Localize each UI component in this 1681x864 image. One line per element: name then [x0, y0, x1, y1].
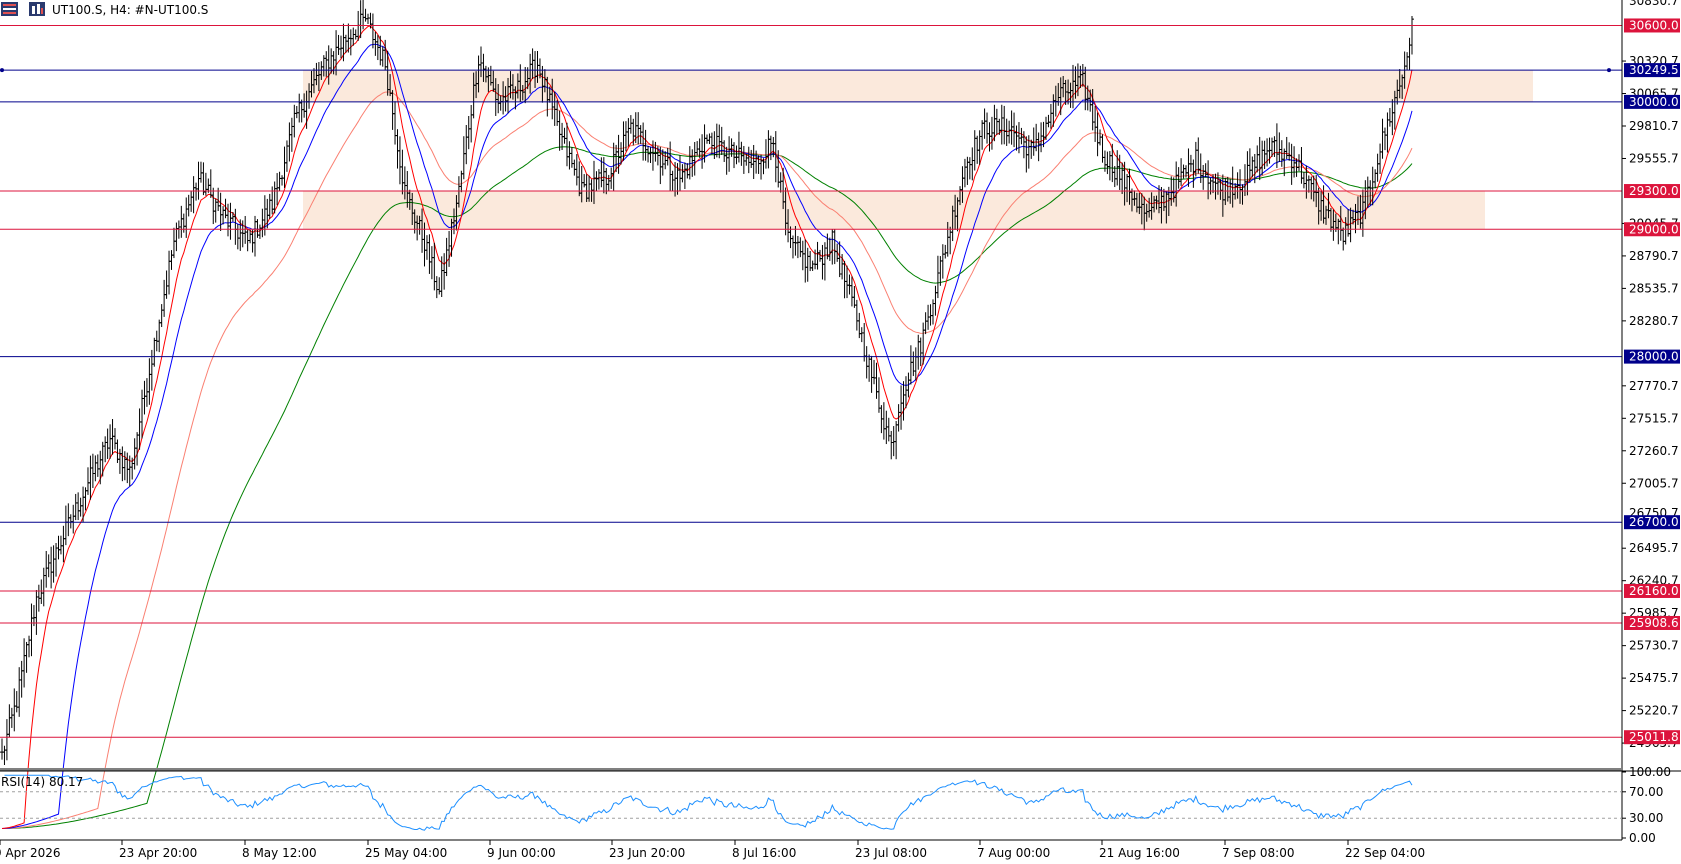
rsi-axis: 100.00 70.00 30.00 0.00 [1622, 765, 1671, 845]
level-tag-label: 26700.0 [1629, 515, 1679, 529]
price-tick-label: 27515.7 [1629, 411, 1679, 425]
time-tick-label: 8 May 12:00 [242, 846, 317, 860]
price-tick-label: 28790.7 [1629, 249, 1679, 263]
level-tag-label: 29000.0 [1629, 222, 1679, 236]
rsi-tick-label: 0.00 [1629, 831, 1656, 845]
price-tick-label: 25475.7 [1629, 671, 1679, 685]
rsi-tick-label: 100.00 [1629, 765, 1671, 779]
level-tag-label: 29300.0 [1629, 184, 1679, 198]
subwindow-separator[interactable] [0, 768, 1622, 771]
price-axis-top-partial-label: 30830.7 [1629, 0, 1679, 8]
level-tag-bg [1624, 94, 1680, 109]
rsi-line [4, 774, 1413, 831]
level-tag-label: 25908.6 [1629, 616, 1679, 630]
horizontal-levels[interactable] [0, 24, 1622, 738]
price-tick-label: 27770.7 [1629, 379, 1679, 393]
price-tick-label: 28535.7 [1629, 281, 1679, 295]
chart-type-icon[interactable] [29, 2, 45, 16]
time-axis: 9 Apr 2026 23 Apr 20:00 8 May 12:00 25 May … [0, 840, 1425, 860]
zone-rect [303, 191, 1485, 230]
price-tick-label: 25220.7 [1629, 704, 1679, 718]
level-tag-bg [1624, 222, 1680, 237]
level-tag-label: 28000.0 [1629, 350, 1679, 364]
level-tag-label: 30000.0 [1629, 95, 1679, 109]
price-tick-label: 27260.7 [1629, 444, 1679, 458]
time-tick-label: 23 Jun 20:00 [609, 846, 685, 860]
price-tick-label: 28280.7 [1629, 314, 1679, 328]
level-tag-bg [1624, 515, 1680, 530]
price-tick-label: 26495.7 [1629, 541, 1679, 555]
level-tag-bg [1624, 18, 1680, 33]
rsi-tick-label: 70.00 [1629, 785, 1663, 799]
level-tag-bg [1624, 63, 1680, 78]
time-tick-label: 9 Jun 00:00 [487, 846, 556, 860]
level-price-tags: 30600.0 30249.5 30000.0 29300.0 29000.0 28000… [1624, 18, 1680, 745]
level-anchor-marker [1607, 68, 1611, 73]
time-tick-label: 8 Jul 16:00 [732, 846, 796, 860]
level-anchor-marker [0, 68, 4, 73]
time-tick-label: 21 Aug 16:00 [1099, 846, 1180, 860]
price-tick-label: 29810.7 [1629, 119, 1679, 133]
level-tag-bg [1624, 583, 1680, 598]
level-tag-bg [1624, 615, 1680, 630]
ma-9-line [1, 25, 1413, 829]
price-axis: 30320.730065.729810.729555.729045.728790… [1622, 54, 1679, 750]
level-tag-label: 26160.0 [1629, 584, 1679, 598]
price-tick-label: 27005.7 [1629, 476, 1679, 490]
rsi-indicator-window [0, 774, 1622, 831]
ma-50-line [2, 91, 1413, 829]
level-tag-label: 25011.8 [1629, 730, 1679, 744]
rsi-label: RSI(14) 80.17 [1, 775, 83, 789]
zone-rect [303, 70, 1533, 102]
level-tag-label: 30600.0 [1629, 18, 1679, 32]
level-tag-bg [1624, 349, 1680, 364]
level-tag-bg [1624, 184, 1680, 199]
time-tick-label: 22 Sep 04:00 [1345, 846, 1425, 860]
level-tag-label: 30249.5 [1629, 63, 1679, 77]
price-tick-label: 25730.7 [1629, 639, 1679, 653]
time-tick-label: 23 Apr 20:00 [119, 846, 197, 860]
rsi-tick-label: 30.00 [1629, 811, 1663, 825]
level-tag-bg [1624, 730, 1680, 745]
chart-header: UT100.S, H4: #N-UT100.S [1, 2, 208, 17]
time-tick-label: 7 Sep 08:00 [1222, 846, 1294, 860]
time-tick-label: 25 May 04:00 [365, 846, 447, 860]
time-tick-label: 7 Aug 00:00 [977, 846, 1050, 860]
time-tick-label: 9 Apr 2026 [0, 846, 61, 860]
time-tick-label: 23 Jul 08:00 [855, 846, 927, 860]
window-menu-icon[interactable] [1, 2, 18, 16]
price-tick-label: 29555.7 [1629, 151, 1679, 165]
chart-title: UT100.S, H4: #N-UT100.S [52, 3, 208, 17]
price-bar [1410, 15, 1414, 55]
